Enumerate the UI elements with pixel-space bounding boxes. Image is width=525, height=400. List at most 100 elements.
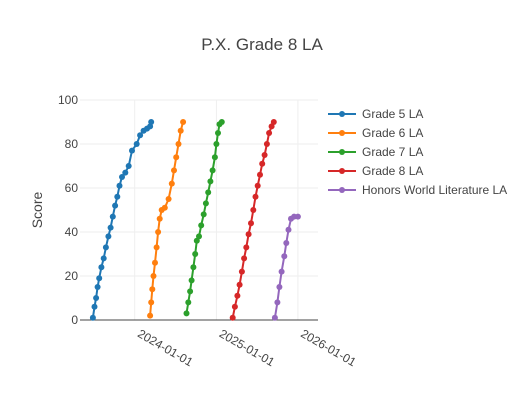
data-point: [238, 268, 245, 275]
series-line: [91, 121, 153, 318]
data-point: [149, 286, 156, 293]
data-point: [261, 152, 268, 158]
data-point: [98, 264, 105, 271]
data-point: [211, 154, 218, 161]
data-point: [173, 154, 180, 161]
legend-label: Grade 8 LA: [362, 164, 423, 178]
data-point: [148, 119, 155, 125]
data-point: [198, 222, 205, 229]
series-layer: [89, 119, 301, 321]
data-point: [119, 174, 125, 180]
legend-label: Grade 5 LA: [362, 107, 423, 121]
data-point: [213, 141, 220, 147]
data-point: [283, 240, 290, 246]
data-point: [200, 211, 207, 218]
data-point: [152, 259, 158, 266]
data-point: [263, 141, 270, 147]
data-point: [105, 233, 112, 240]
data-point: [270, 119, 277, 125]
data-point: [125, 163, 132, 169]
data-point: [192, 251, 199, 257]
legend-swatch-marker: [339, 111, 345, 117]
x-tick-labels: 2024-01-01 2025-01-01 2026-01-01: [135, 326, 359, 369]
series: [271, 213, 301, 321]
data-point: [274, 299, 281, 306]
data-point: [257, 171, 263, 178]
data-point: [91, 303, 98, 310]
data-point: [207, 178, 214, 185]
data-point: [89, 314, 96, 321]
series: [89, 119, 155, 321]
data-point: [96, 275, 103, 282]
data-point: [175, 141, 182, 147]
data-point: [252, 193, 259, 200]
legend-item[interactable]: Honors World Literature LA: [328, 183, 507, 197]
data-point: [112, 202, 119, 209]
y-tick-label: 20: [65, 269, 79, 283]
series-line: [231, 121, 275, 318]
legend-item[interactable]: Grade 5 LA: [328, 107, 423, 121]
series: [147, 119, 187, 319]
series: [229, 119, 277, 321]
data-point: [156, 215, 163, 222]
x-tick-label: 2024-01-01: [135, 326, 195, 369]
data-point: [254, 182, 261, 189]
y-tick-labels: 0 20 40 60 80 100: [58, 93, 78, 327]
data-point: [188, 277, 195, 284]
data-point: [202, 200, 209, 207]
legend: Grade 5 LA Grade 6 LA Grade 7 LA Grade 8 LA…: [328, 107, 507, 197]
data-point: [218, 119, 225, 125]
data-point: [171, 167, 177, 174]
data-point: [190, 264, 197, 271]
data-point: [185, 299, 192, 306]
data-point: [102, 244, 109, 251]
series-line: [149, 121, 185, 316]
data-point: [294, 213, 301, 220]
data-point: [241, 255, 248, 262]
data-point: [229, 314, 236, 321]
data-point: [168, 180, 175, 187]
data-point: [271, 314, 278, 321]
data-point: [93, 295, 100, 301]
legend-label: Grade 7 LA: [362, 145, 423, 159]
data-point: [183, 310, 190, 317]
legend-swatch-marker: [339, 187, 345, 193]
data-point: [107, 224, 114, 231]
data-point: [250, 207, 257, 213]
data-point: [150, 273, 157, 279]
y-tick-label: 100: [58, 93, 78, 107]
data-point: [248, 220, 254, 227]
data-point: [215, 130, 221, 136]
legend-item[interactable]: Grade 7 LA: [328, 145, 423, 159]
data-point: [180, 119, 187, 125]
data-point: [100, 255, 107, 262]
data-point: [234, 292, 241, 299]
legend-swatch-marker: [339, 149, 345, 155]
data-point: [205, 189, 212, 196]
chart-title: P.X. Grade 8 LA: [201, 35, 323, 54]
data-point: [129, 147, 135, 154]
y-tick-label: 80: [65, 137, 79, 151]
y-tick-label: 0: [71, 313, 78, 327]
data-point: [137, 132, 144, 139]
data-point: [231, 303, 238, 310]
data-point: [187, 288, 194, 295]
data-point: [133, 141, 140, 147]
data-point: [245, 231, 252, 238]
data-point: [196, 233, 202, 240]
data-point: [278, 268, 285, 275]
data-point: [165, 196, 172, 202]
legend-label: Honors World Literature LA: [362, 183, 507, 197]
data-point: [94, 284, 101, 290]
legend-item[interactable]: Grade 6 LA: [328, 126, 423, 140]
data-point: [259, 160, 266, 167]
x-tick-label: 2026-01-01: [298, 326, 358, 369]
legend-item[interactable]: Grade 8 LA: [328, 164, 423, 178]
y-axis-title: Score: [29, 192, 45, 229]
data-point: [266, 130, 273, 136]
y-tick-label: 60: [65, 181, 79, 195]
data-point: [285, 226, 292, 233]
x-tick-label: 2025-01-01: [217, 326, 277, 369]
data-point: [114, 193, 121, 200]
